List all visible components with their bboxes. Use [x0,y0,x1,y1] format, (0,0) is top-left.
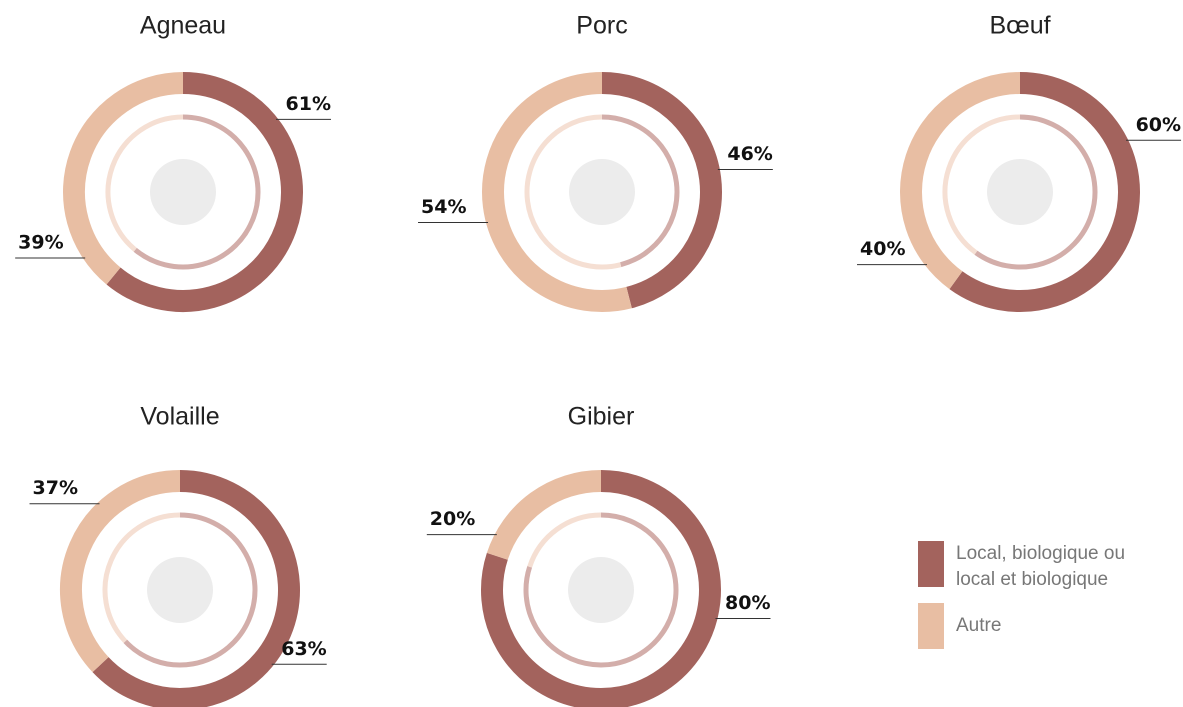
legend-item: Autre [918,603,1168,649]
legend-label: Local, biologique ou local et biologique [956,543,1126,590]
chart-title: Agneau [140,12,226,40]
donut-segment [486,470,602,561]
value-label: 46% [727,143,772,165]
chart-title: Volaille [140,403,219,431]
inner-ring-segment [133,114,261,270]
value-label: 37% [33,477,78,499]
inner-ring-segment [105,114,184,252]
center-dot [568,557,634,623]
donut-segment [63,72,184,285]
donut-segment [92,470,300,707]
inner-ring-segment [523,512,679,668]
center-dot [569,159,635,225]
legend-item: Local, biologique ou local et biologique [918,541,1168,593]
inner-ring-segment [123,512,258,668]
inner-ring-segment [102,512,181,644]
center-dot [147,557,213,623]
center-dot [150,159,216,225]
value-label: 60% [1136,114,1181,136]
donut-segment [106,72,303,312]
legend-swatch [918,541,944,587]
inner-ring-segment [527,512,602,568]
donut-segment [949,72,1140,312]
value-label: 63% [281,638,326,660]
value-label: 40% [860,238,905,260]
center-dot [987,159,1053,225]
value-label: 80% [725,592,770,614]
donut-segment [482,72,632,312]
value-label: 20% [430,508,475,530]
donut-segment [900,72,1021,290]
value-label: 54% [421,196,466,218]
donut-segment [60,470,181,673]
legend-label: Autre [956,615,1002,636]
chart-title: Bœuf [989,12,1050,40]
value-label: 39% [18,231,63,253]
chart-title: Porc [576,12,627,40]
legend-swatch [918,603,944,649]
chart-title: Gibier [568,403,635,431]
value-label: 61% [286,93,331,115]
donut-segment [481,470,721,707]
donut-segment [601,72,722,309]
inner-ring-segment [974,114,1098,270]
inner-ring-segment [601,114,680,268]
inner-ring-segment [942,114,1021,255]
inner-ring-segment [524,114,622,270]
